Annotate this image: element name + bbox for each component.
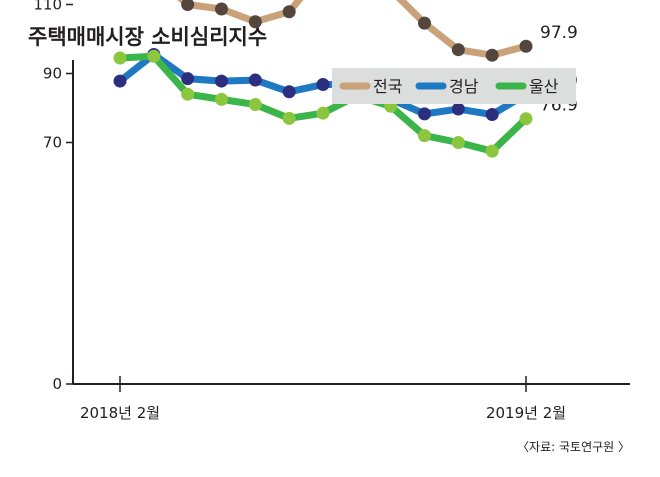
data-point — [215, 2, 228, 16]
data-point — [418, 107, 431, 121]
axes — [72, 60, 630, 385]
y-tick-label: 90 — [43, 65, 62, 83]
y-tick-label: 0 — [52, 375, 62, 393]
legend-label: 경남 — [449, 77, 479, 96]
y-axis-ticks: 07090110130 — [33, 0, 73, 393]
data-point — [451, 102, 465, 116]
legend-label: 울산 — [529, 77, 559, 96]
data-point — [248, 73, 262, 87]
data-point — [282, 111, 296, 125]
data-point — [181, 87, 195, 101]
data-point — [316, 106, 330, 120]
y-tick-label: 110 — [33, 0, 62, 14]
chart-title: 주택매매시장 소비심리지수 — [28, 25, 267, 49]
data-point — [451, 43, 465, 57]
source-note: 〈자료: 국토연구원 〉 — [517, 440, 630, 454]
data-point — [215, 92, 228, 106]
data-point — [282, 5, 296, 19]
data-point — [248, 15, 262, 29]
data-point — [519, 112, 533, 126]
data-point — [282, 85, 296, 99]
x-tick-label: 2018년 2월 — [80, 404, 160, 422]
data-point — [485, 108, 499, 122]
data-point — [181, 0, 195, 11]
legend-background — [332, 68, 576, 104]
data-point — [248, 98, 262, 112]
x-axis-ticks: 2018년 2월 2019년 2월 — [80, 376, 566, 422]
data-point — [485, 48, 499, 62]
data-point — [215, 74, 228, 88]
data-point — [113, 51, 127, 65]
series-1: 97.9 — [177, 0, 578, 62]
legend-label: 전국 — [373, 77, 402, 96]
legend: 전국 경남 울산 — [332, 68, 576, 104]
data-point — [485, 144, 499, 158]
data-point — [181, 72, 195, 86]
y-tick-label: 70 — [43, 134, 62, 152]
data-point — [451, 136, 465, 149]
x-tick-label: 2019년 2월 — [486, 404, 566, 422]
end-value-label: 97.9 — [540, 23, 578, 43]
data-point — [519, 39, 533, 53]
data-point — [147, 49, 161, 63]
data-point — [418, 129, 431, 143]
data-point — [316, 78, 330, 92]
data-point — [418, 16, 431, 30]
data-point — [113, 74, 127, 88]
